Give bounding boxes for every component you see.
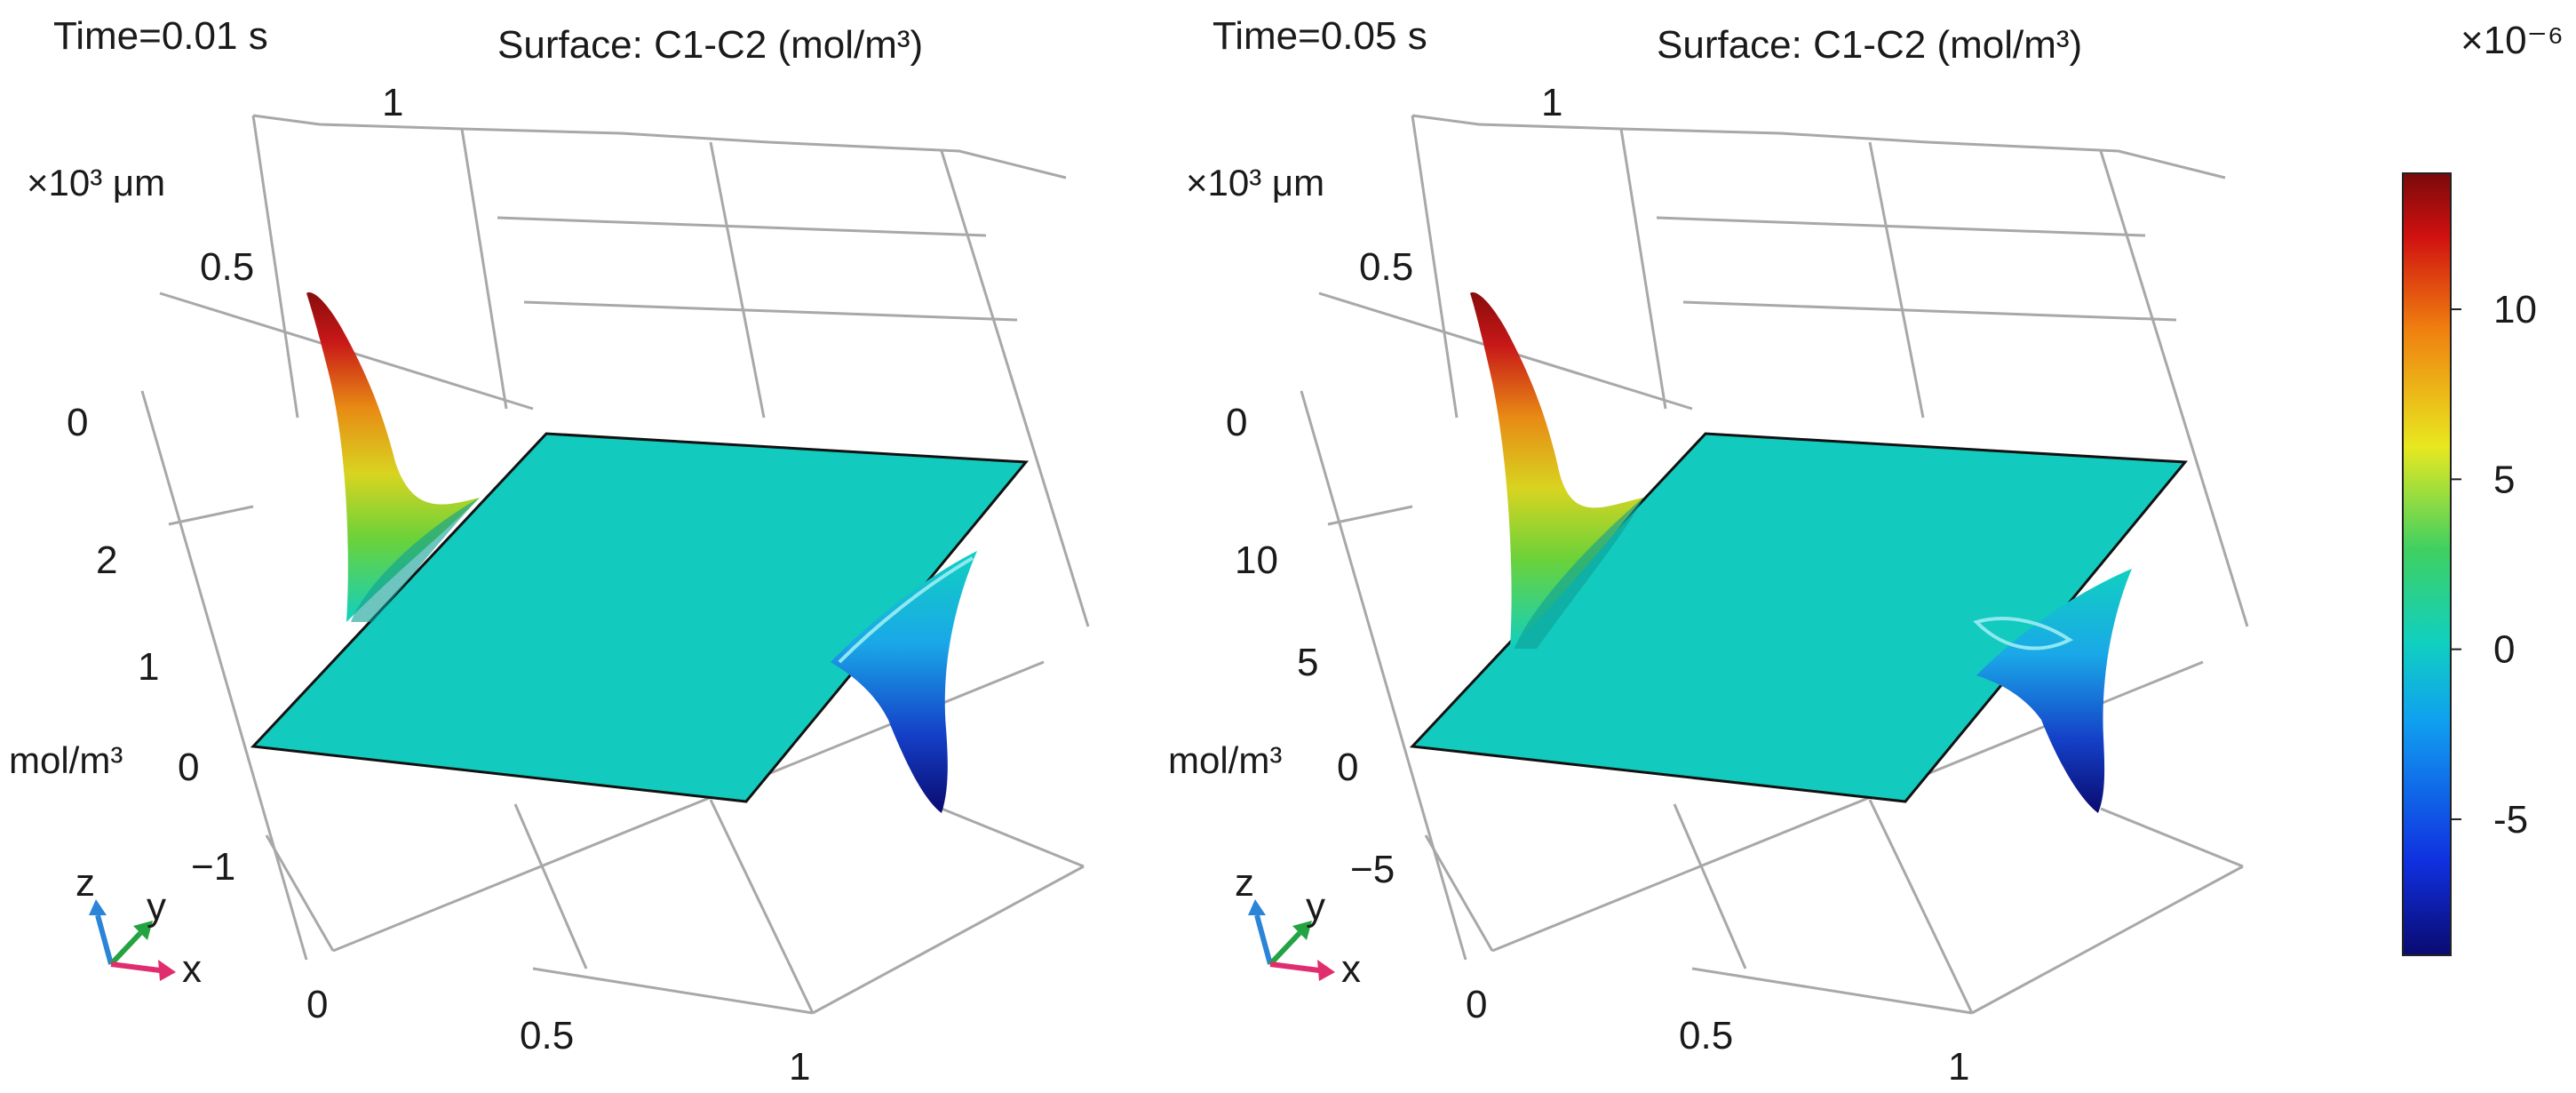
panel-2-time-label: Time=0.05 s [1212, 14, 1427, 58]
panel-1-surface-plate [250, 432, 1030, 803]
panel-2-length-tick-0-5: 0.5 [1359, 245, 1413, 289]
colorbar: ×10⁻⁶ 10 5 0 -5 [2402, 19, 2564, 956]
panel-2-x-tick-0: 0 [1466, 983, 1487, 1026]
panel-1-x-tick-0-5: 0.5 [520, 1014, 574, 1057]
panel-2-z-tick-5: 5 [1297, 641, 1318, 684]
panel-1-peak-shadow [351, 498, 480, 622]
panel-1-length-tick-1: 1 [382, 81, 403, 124]
panel-1-triad-x: x [182, 947, 202, 991]
panel-1-z-tick-minus-1: −1 [191, 845, 235, 889]
panel-2-length-scale-label: ×10³ μm [1186, 162, 1324, 203]
panel-2-length-tick-1: 1 [1541, 81, 1562, 124]
colorbar-tick-label: 10 [2493, 288, 2537, 331]
panel-2-title: Surface: C1-C2 (mol/m³) [1657, 23, 2082, 67]
panel-1-back-wall-grid [140, 114, 1090, 961]
panel-2-axis-triad: z y x [1235, 861, 1361, 991]
panel-1-time-label: Time=0.01 s [53, 14, 268, 58]
colorbar-tick-label: -5 [2493, 798, 2528, 842]
panel-2-triad-y: y [1306, 885, 1325, 929]
panel-2-z-label: mol/m³ [1168, 739, 1282, 781]
colorbar-ticks: 10 5 0 -5 [2451, 288, 2537, 842]
panel-1-axis-triad: z y x [76, 861, 202, 991]
panel-1-length-tick-0: 0 [67, 401, 88, 444]
panel-2-x-tick-1: 1 [1948, 1045, 1969, 1089]
panel-1-x-tick-0: 0 [306, 983, 328, 1026]
panel-2-trough-rim [1973, 617, 2073, 650]
panel-1-triad-y: y [147, 885, 166, 929]
panel-2-z-tick-minus-5: −5 [1350, 848, 1395, 891]
panel-1-length-scale-label: ×10³ μm [27, 162, 165, 203]
colorbar-exponent-label: ×10⁻⁶ [2461, 19, 2564, 62]
panel-1-z-tick-1: 1 [138, 645, 159, 689]
panel-1-trough-rim [838, 556, 974, 664]
panel-2-peak [1470, 292, 1643, 649]
panel-1-triad-z: z [76, 861, 95, 905]
panel-2-trough [1976, 569, 2132, 813]
panel-1-z-tick-0: 0 [178, 746, 199, 789]
panel-2-length-tick-0: 0 [1226, 401, 1247, 444]
panel-2-triad-x: x [1341, 947, 1361, 991]
panel-2-peak-shadow [1515, 498, 1643, 649]
panel-1: Time=0.01 s Surface: C1-C2 (mol/m³) [9, 14, 1090, 1089]
colorbar-tick-label: 5 [2493, 458, 2515, 501]
panel-2-x-tick-0-5: 0.5 [1679, 1014, 1733, 1057]
panel-1-x-tick-1: 1 [789, 1045, 810, 1089]
panel-1-z-label: mol/m³ [9, 739, 123, 781]
panel-1-z-tick-2: 2 [96, 539, 117, 582]
panel-2-z-tick-0: 0 [1337, 746, 1358, 789]
colorbar-gradient [2402, 172, 2452, 956]
panel-1-trough [831, 551, 977, 813]
panel-1-title: Surface: C1-C2 (mol/m³) [497, 23, 923, 67]
panel-1-peak [306, 292, 480, 622]
colorbar-tick-label: 0 [2493, 628, 2515, 672]
panel-2-triad-z: z [1235, 861, 1254, 905]
panel-2-z-tick-10: 10 [1235, 539, 1278, 582]
panel-2-back-wall-grid [1300, 114, 2249, 961]
panel-2: Time=0.05 s Surface: C1-C2 (mol/m³) [1168, 14, 2249, 1089]
panel-1-length-tick-0-5: 0.5 [200, 245, 254, 289]
